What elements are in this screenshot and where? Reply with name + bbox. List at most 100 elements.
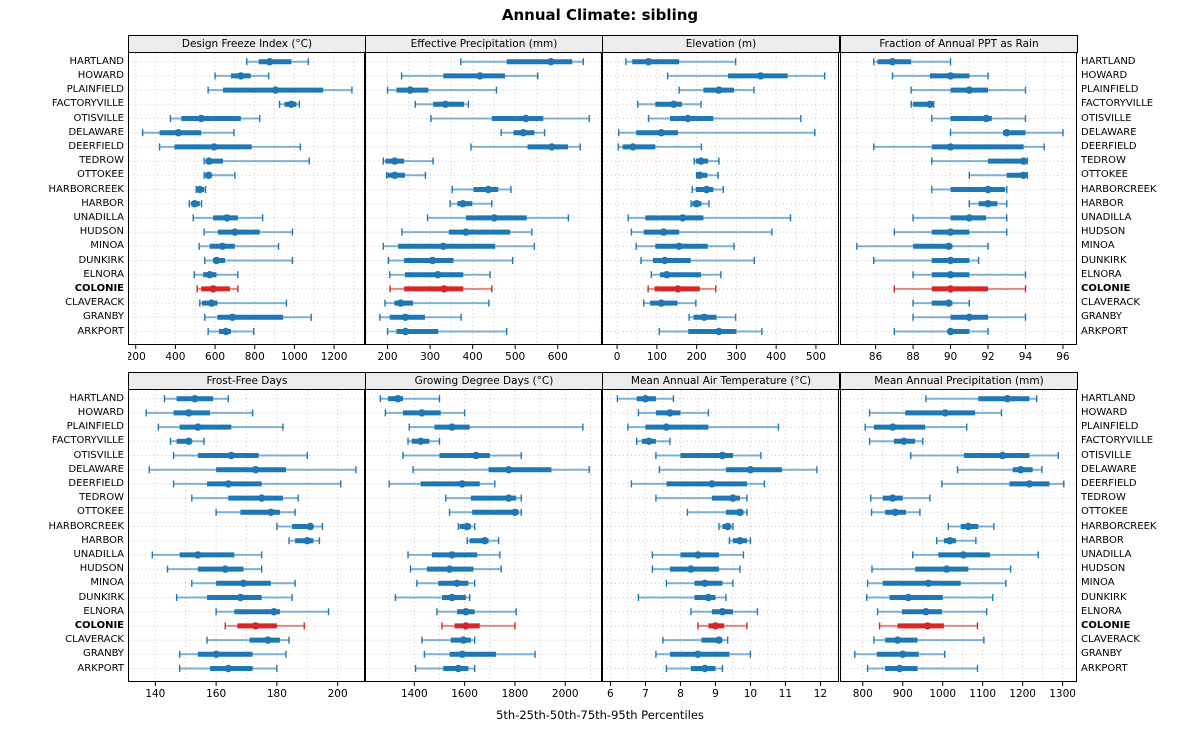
percentile-row-plainfield (678, 86, 755, 94)
x-tick-label: 1000 (281, 351, 308, 363)
percentile-row-hartland (616, 395, 675, 403)
percentile-row-ottokee (968, 171, 1029, 179)
row-label-right-colonie: COLONIE (1081, 282, 1131, 294)
percentile-row-granby (204, 313, 312, 321)
panel-header: Design Freeze Index (°C) (128, 35, 366, 53)
percentile-row-claverack (206, 636, 290, 644)
percentile-row-delaware (148, 466, 357, 474)
percentile-row-otisville (430, 114, 590, 123)
percentile-row-colonie (389, 285, 493, 293)
percentile-row-claverack (643, 299, 697, 307)
percentile-row-delaware (500, 129, 546, 137)
percentile-row-otisville (931, 114, 1027, 123)
x-tick-label: 11 (779, 688, 792, 700)
percentile-row-harbor (728, 537, 752, 545)
row-label-left-colonie: COLONIE (74, 282, 124, 294)
x-tick-label: 86 (869, 351, 883, 363)
row-label-left-hudson: HUDSON (79, 563, 124, 575)
row-label-right-hudson: HUDSON (1081, 226, 1126, 238)
x-tick-label: 1800 (502, 688, 529, 700)
percentile-row-factoryville (637, 100, 702, 108)
percentile-row-arkport (866, 664, 979, 673)
percentile-row-ottokee (386, 171, 427, 179)
row-label-right-dunkirk: DUNKIRK (1081, 254, 1127, 266)
x-tick-label: 600 (205, 351, 225, 363)
panel-header: Elevation (m) (602, 35, 840, 53)
percentile-row-deerfield (388, 480, 496, 488)
percentile-row-arkport (386, 327, 508, 336)
percentile-row-harborcreek (718, 522, 734, 531)
row-label-right-colonie: COLONIE (1081, 619, 1131, 631)
row-label-right-harborcreek: HARBORCREEK (1081, 520, 1157, 532)
percentile-row-claverack (873, 636, 985, 644)
percentile-row-tedrow (203, 157, 310, 165)
row-label-left-deerfield: DEERFIELD (68, 477, 124, 489)
percentile-row-harbor (449, 200, 493, 208)
x-tick-label: 200 (687, 351, 707, 363)
x-tick-label: 200 (378, 351, 398, 363)
row-label-left-elnora: ELNORA (83, 268, 124, 280)
percentile-row-harbor (936, 537, 977, 545)
x-tick-label: 400 (766, 351, 786, 363)
percentile-row-harborcreek (276, 522, 324, 531)
percentile-row-ottokee (448, 508, 522, 516)
percentile-row-plainfield (386, 86, 498, 94)
percentile-row-unadilla (627, 214, 792, 222)
percentile-row-plainfield (157, 423, 284, 431)
percentile-row-tedrow (693, 157, 720, 165)
x-tick-label: 1400 (401, 688, 428, 700)
percentile-row-howard (145, 409, 254, 417)
page-title: Annual Climate: sibling (501, 6, 699, 24)
percentile-row-factoryville (407, 437, 441, 445)
row-label-left-delaware: DELAWARE (68, 126, 124, 138)
x-tick-label: 900 (893, 688, 913, 700)
percentile-row-unadilla (912, 551, 1039, 559)
row-label-right-unadilla: UNADILLA (1081, 211, 1132, 223)
percentile-row-harbor (466, 537, 500, 545)
percentile-row-colonie (196, 285, 239, 293)
percentile-row-tedrow (931, 157, 1029, 165)
row-label-left-delaware: DELAWARE (68, 463, 124, 475)
percentile-row-howard (637, 409, 710, 417)
percentile-row-hartland (925, 395, 1038, 403)
x-tick-label: 800 (853, 688, 873, 700)
percentile-row-claverack (421, 636, 476, 644)
row-label-right-tedrow: TEDROW (1081, 492, 1126, 504)
row-label-left-granby: GRANBY (82, 648, 124, 660)
percentile-row-plainfield (408, 423, 584, 431)
panel-header: Mean Annual Air Temperature (°C) (602, 372, 840, 390)
percentile-row-colonie (697, 622, 748, 630)
x-tick-label: 140 (145, 688, 165, 700)
percentile-row-tedrow (655, 494, 748, 502)
percentile-row-howard (868, 409, 1003, 417)
panel-plot-design-freeze-index-c: 200 400 600 800 1000 1200 (128, 52, 365, 363)
row-label-left-plainfield: PLAINFIELD (66, 84, 124, 96)
x-tick-label: 600 (548, 351, 568, 363)
x-tick-label: 96 (1056, 351, 1070, 363)
row-label-left-ottokee: OTTOKEE (77, 169, 124, 181)
row-label-left-arkport: ARKPORT (77, 662, 124, 674)
row-label-right-howard: HOWARD (1081, 69, 1128, 81)
percentile-row-hartland (460, 58, 584, 66)
row-label-right-arkport: ARKPORT (1081, 662, 1128, 674)
percentile-row-howard (400, 72, 539, 80)
percentile-row-deerfield (617, 143, 703, 151)
percentile-row-arkport (414, 664, 476, 673)
percentile-row-minoa (866, 579, 1007, 587)
percentile-row-deerfield (873, 143, 1045, 151)
row-label-left-harbor: HARBOR (81, 197, 124, 209)
percentile-row-granby (854, 650, 946, 658)
percentile-row-factoryville (910, 100, 935, 108)
row-label-right-hartland: HARTLAND (1081, 55, 1136, 67)
percentile-row-dunkirk (387, 256, 514, 265)
percentile-row-deerfield (470, 143, 581, 151)
percentile-row-claverack (199, 299, 288, 307)
percentile-row-colonie (893, 285, 1027, 293)
row-label-left-dunkirk: DUNKIRK (78, 591, 124, 603)
row-label-right-tedrow: TEDROW (1081, 155, 1126, 167)
percentile-row-harborcreek (947, 522, 995, 531)
percentile-row-otisville (169, 114, 261, 123)
row-label-left-otisville: OTISVILLE (73, 112, 124, 124)
x-tick-label: 92 (981, 351, 994, 363)
x-tick-label: 500 (505, 351, 525, 363)
